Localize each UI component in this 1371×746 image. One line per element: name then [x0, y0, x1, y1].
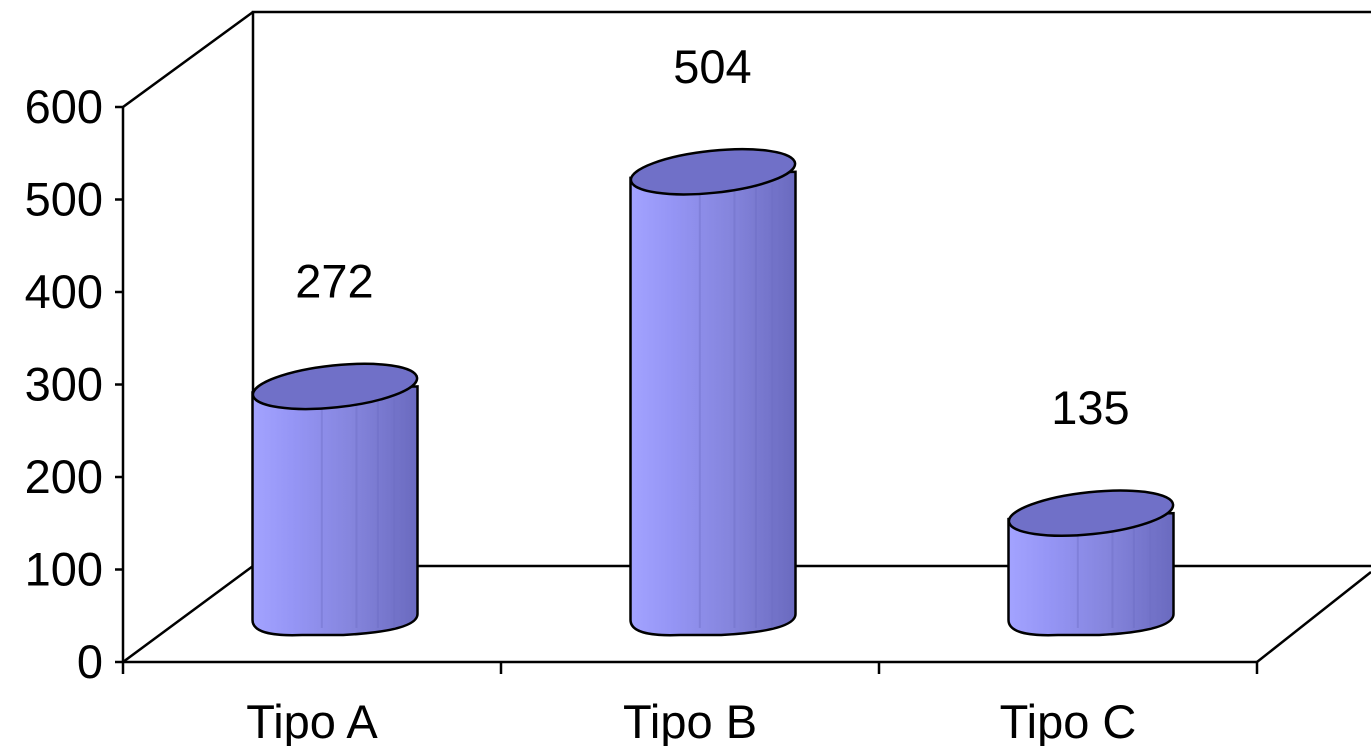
- y-tick-label: 300: [25, 358, 103, 411]
- left-depth-bottom: [122, 564, 254, 664]
- bar: [251, 362, 419, 637]
- x-tick-label: Tipo B: [623, 695, 757, 746]
- y-tick-label: 200: [25, 450, 103, 503]
- x-tick-label: Tipo C: [1000, 695, 1137, 746]
- x-axis-ticks: Tipo A Tipo B Tipo C: [121, 662, 1259, 746]
- bar-series: [251, 147, 1175, 637]
- x-tick-label: Tipo A: [246, 695, 378, 746]
- y-axis-ticks: 0 100 200 300 400 500 600: [25, 80, 123, 688]
- data-label: 504: [673, 40, 751, 93]
- bar-top: [629, 147, 797, 196]
- bar-top: [251, 362, 419, 411]
- bar-top: [1007, 489, 1175, 537]
- y-tick-label: 500: [25, 173, 103, 226]
- data-labels: 272 504 135: [295, 40, 1129, 434]
- data-label: 135: [1051, 381, 1129, 434]
- bar: [1007, 489, 1175, 637]
- y-tick-label: 100: [25, 543, 103, 596]
- right-depth-bottom: [1256, 571, 1371, 663]
- data-label: 272: [295, 254, 373, 307]
- bar-body: [629, 170, 797, 637]
- y-tick-label: 600: [25, 80, 103, 133]
- y-tick-label: 0: [77, 635, 103, 688]
- bar-body: [1007, 511, 1175, 637]
- left-depth-top: [122, 10, 254, 109]
- back-wall-outline: [251, 10, 1371, 566]
- bar: [629, 147, 797, 637]
- y-tick-label: 400: [25, 265, 103, 318]
- bar-body: [251, 385, 419, 637]
